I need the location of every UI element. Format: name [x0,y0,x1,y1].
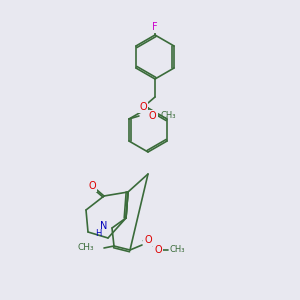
Text: H: H [95,229,101,238]
Text: CH₃: CH₃ [77,244,94,253]
Text: O: O [149,111,157,121]
Text: O: O [154,245,162,255]
Text: CH₃: CH₃ [169,245,184,254]
Text: CH₃: CH₃ [161,112,176,121]
Text: O: O [88,181,96,191]
Text: O: O [139,102,147,112]
Text: O: O [144,235,152,245]
Text: F: F [152,22,158,32]
Text: N: N [100,221,108,231]
